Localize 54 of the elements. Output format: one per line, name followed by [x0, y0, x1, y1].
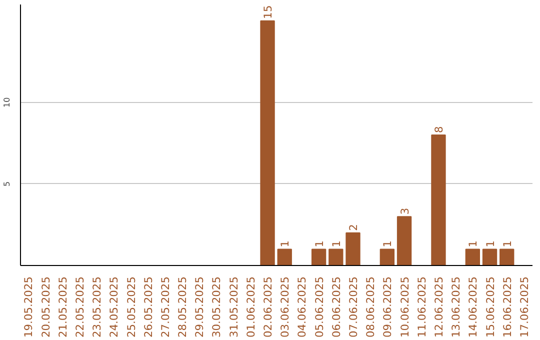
bar [380, 248, 395, 266]
data-label: 1 [484, 240, 497, 248]
x-tick-label: 29.05.2025 [193, 276, 206, 338]
x-tick-label: 21.05.2025 [56, 276, 70, 338]
x-tick-label: 10.06.2025 [398, 276, 412, 338]
x-tick-label: 14.06.2025 [466, 276, 480, 338]
data-label: 8 [432, 126, 446, 133]
x-tick-label: 28.05.2025 [176, 276, 190, 338]
x-tick-label: 27.05.2025 [158, 276, 172, 338]
x-tick-label: 04.06.2025 [296, 276, 309, 338]
data-label: 1 [381, 240, 394, 248]
x-tick-label: 05.06.2025 [312, 276, 326, 338]
bar [277, 248, 292, 266]
x-tick-label: 06.06.2025 [330, 276, 343, 338]
bar [431, 134, 446, 266]
x-tick-label: 02.06.2025 [262, 276, 275, 338]
bar [465, 248, 480, 266]
bar [346, 232, 360, 266]
x-tick-label: 11.06.2025 [415, 276, 428, 338]
x-tick-label: 16.06.2025 [500, 276, 514, 338]
x-tick-label: 01.06.2025 [244, 276, 258, 338]
data-label: 1 [330, 240, 343, 248]
x-tick-label: 08.06.2025 [364, 276, 378, 338]
bar [311, 248, 326, 266]
data-label: 15 [262, 5, 275, 19]
data-label: 1 [466, 240, 480, 248]
data-label: 2 [347, 224, 360, 231]
bar [260, 20, 275, 266]
x-tick-label: 19.05.2025 [22, 276, 36, 338]
data-label: 1 [312, 240, 326, 248]
data-label: 1 [500, 240, 514, 248]
x-tick-label: 23.05.2025 [90, 276, 104, 338]
x-tick-label: 20.05.2025 [39, 276, 52, 338]
y-tick-label: 5 [2, 181, 12, 186]
bar [328, 248, 344, 266]
x-tick-label: 24.05.2025 [108, 276, 121, 338]
x-tick-label: 25.05.2025 [124, 276, 138, 338]
y-tick-label: 10 [2, 97, 12, 108]
x-tick-label: 31.05.2025 [227, 276, 240, 338]
x-tick-label: 09.06.2025 [381, 276, 394, 338]
x-tick-label: 30.05.2025 [210, 276, 224, 338]
x-tick-label: 15.06.2025 [484, 276, 497, 338]
x-tick-label: 07.06.2025 [347, 276, 360, 338]
x-tick-label: 12.06.2025 [432, 276, 446, 338]
x-tick-label: 17.06.2025 [518, 276, 531, 338]
bar [396, 216, 412, 266]
bar [500, 248, 514, 266]
data-label: 1 [278, 240, 292, 248]
bar [482, 248, 498, 266]
data-label: 3 [398, 208, 412, 215]
x-tick-label: 26.05.2025 [142, 276, 155, 338]
x-tick-label: 03.06.2025 [278, 276, 292, 338]
x-tick-label: 22.05.2025 [73, 276, 86, 338]
x-tick-label: 13.06.2025 [450, 276, 463, 338]
